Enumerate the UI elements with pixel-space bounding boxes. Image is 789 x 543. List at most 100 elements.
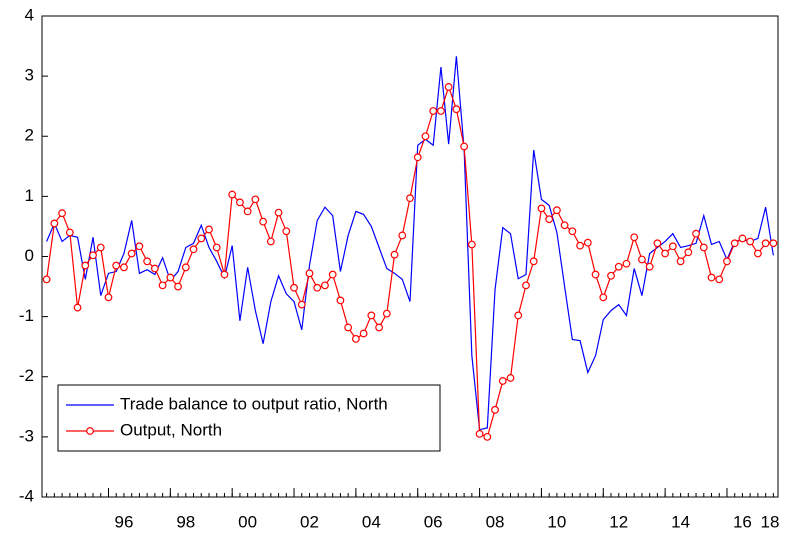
series-marker: [723, 257, 731, 266]
series-marker: [328, 270, 337, 279]
series-marker: [375, 323, 383, 332]
series-marker: [336, 296, 345, 305]
series-marker: [89, 251, 97, 260]
series-marker: [220, 270, 229, 279]
y-tick-label: -4: [19, 486, 34, 505]
series-marker: [638, 255, 646, 264]
legend-label: Trade balance to output ratio, North: [120, 394, 388, 413]
series-line: [46, 56, 774, 431]
series-marker: [522, 281, 530, 290]
series-marker: [174, 282, 182, 291]
series-marker: [406, 194, 414, 203]
x-tick-label: 14: [671, 512, 690, 531]
series-marker: [104, 293, 113, 302]
series-marker: [514, 311, 523, 320]
series-marker: [58, 209, 67, 218]
series-marker: [684, 248, 693, 257]
series-marker: [351, 334, 360, 343]
series-marker: [212, 243, 221, 252]
series-marker: [205, 225, 213, 234]
series-marker: [738, 234, 747, 243]
series-marker: [150, 264, 159, 273]
series-marker: [661, 249, 670, 258]
series-marker: [274, 208, 283, 217]
y-tick-label: 2: [25, 126, 34, 145]
series-marker: [96, 243, 105, 252]
series-marker: [321, 281, 329, 290]
series-marker: [475, 429, 484, 438]
series-marker: [42, 275, 51, 284]
series-marker: [460, 142, 469, 151]
series-marker: [65, 228, 74, 237]
series-marker: [576, 241, 584, 250]
series-marker: [444, 83, 453, 91]
x-tick-label: 04: [362, 512, 381, 531]
series-marker: [120, 263, 128, 272]
series-marker: [552, 206, 561, 215]
series-marker: [135, 242, 144, 251]
series-marker: [243, 207, 252, 216]
legend-box: [57, 384, 441, 452]
series-marker: [73, 303, 82, 312]
series-marker: [228, 190, 237, 199]
series-marker: [359, 329, 368, 338]
y-tick-label: 3: [25, 66, 34, 85]
x-tick-label: 16: [733, 512, 752, 531]
series-marker: [560, 221, 569, 230]
series-marker: [583, 238, 592, 247]
x-tick-label: 18: [761, 512, 780, 531]
x-tick-label: 08: [486, 512, 505, 531]
series-marker: [622, 259, 631, 268]
series-marker: [189, 245, 198, 254]
series-marker: [313, 283, 322, 292]
series-marker: [491, 405, 499, 414]
series-marker: [305, 269, 314, 278]
series-marker: [599, 293, 608, 302]
series-marker: [437, 107, 445, 115]
series-marker: [251, 195, 260, 204]
series-marker: [181, 263, 190, 272]
y-tick-label: -2: [19, 366, 34, 385]
series-marker: [730, 239, 739, 248]
series-marker: [529, 257, 538, 266]
y-tick-label: -3: [19, 426, 34, 445]
y-tick-label: 1: [25, 186, 34, 205]
series-marker: [707, 273, 716, 282]
series-marker: [506, 374, 515, 382]
series-marker: [344, 323, 353, 332]
series-marker: [421, 132, 430, 141]
series-marker: [452, 105, 461, 114]
y-tick-label: 0: [25, 246, 34, 265]
x-tick-label: 06: [424, 512, 443, 531]
x-tick-label: 10: [547, 512, 566, 531]
series-marker: [81, 261, 90, 270]
series-marker: [112, 261, 121, 270]
series-marker: [537, 204, 546, 213]
x-tick-label: 96: [114, 512, 133, 531]
series-marker: [653, 239, 662, 248]
series-marker: [761, 239, 770, 248]
series-marker: [429, 107, 438, 115]
series-marker: [282, 227, 291, 236]
series-marker: [158, 281, 167, 290]
series-marker: [382, 309, 391, 318]
series-marker: [50, 219, 59, 228]
series-marker: [367, 311, 376, 320]
series-marker: [467, 240, 476, 249]
y-tick-label: -1: [19, 306, 34, 325]
series-marker: [715, 275, 724, 284]
y-tick-label: 4: [25, 5, 34, 24]
series-marker: [297, 300, 306, 309]
series-marker: [498, 377, 507, 385]
series-marker: [483, 432, 492, 441]
series-marker: [614, 262, 623, 271]
series-marker: [127, 249, 136, 258]
legend-marker: [86, 427, 94, 435]
series-marker: [290, 283, 298, 292]
series-marker: [259, 217, 268, 226]
x-tick-label: 02: [300, 512, 319, 531]
series-marker: [545, 215, 554, 224]
series-marker: [568, 227, 577, 236]
series-marker: [753, 249, 762, 258]
